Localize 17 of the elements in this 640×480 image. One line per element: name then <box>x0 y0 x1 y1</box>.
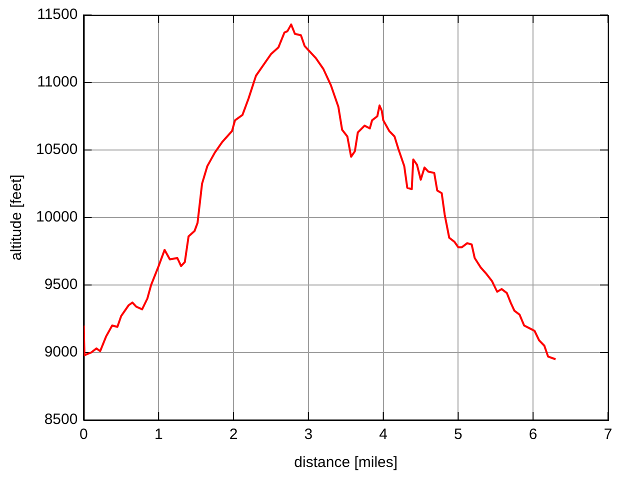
x-tick-label: 6 <box>528 426 538 444</box>
x-tick-label: 1 <box>154 426 163 444</box>
y-axis-title: altitude [feet] <box>8 174 26 260</box>
y-tick-label: 8500 <box>44 411 78 428</box>
y-tick-label: 9000 <box>44 344 78 361</box>
x-tick-label: 2 <box>229 426 238 444</box>
y-tick-label: 10500 <box>36 141 78 158</box>
y-tick-label: 10000 <box>36 208 78 226</box>
x-tick-label: 3 <box>304 426 313 444</box>
x-tick-label: 5 <box>454 426 462 444</box>
x-axis-title: distance [miles] <box>294 454 398 472</box>
x-tick-label: 4 <box>379 426 388 444</box>
y-tick-label: 11000 <box>37 74 78 91</box>
x-tick-label: 7 <box>604 426 612 444</box>
x-tick-label: 0 <box>80 426 88 444</box>
y-tick-label: 9500 <box>44 276 78 294</box>
y-tick-label: 11500 <box>37 6 78 24</box>
